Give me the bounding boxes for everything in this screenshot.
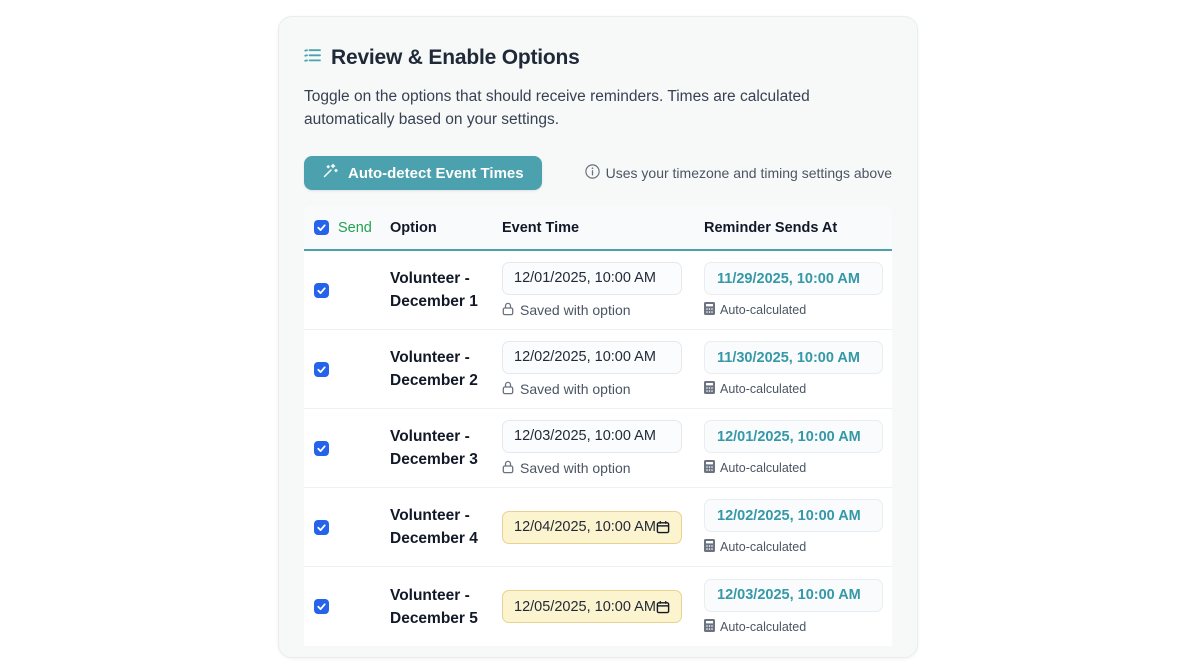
event-time-value: 12/04/2025, 10:00 AM [514,519,656,535]
row-send-checkbox[interactable] [314,599,329,614]
auto-caption-text: Auto-calculated [720,382,807,396]
row-send-cell [304,282,390,298]
reminder-cell: 11/29/2025, 10:00 AM Auto-calculated [704,262,892,318]
auto-caption-text: Auto-calculated [720,540,807,554]
page-title: Review & Enable Options [331,46,580,69]
event-time-cell: 12/02/2025, 10:00 AM Saved with option [502,340,704,398]
review-enable-options-card: Review & Enable Options Toggle on the op… [278,16,918,658]
info-note-text: Uses your timezone and timing settings a… [605,165,892,181]
auto-detect-button-label: Auto-detect Event Times [348,164,524,182]
option-name: Volunteer - December 3 [390,428,478,468]
event-time-value: 12/01/2025, 10:00 AM [514,270,656,286]
row-send-checkbox[interactable] [314,440,329,456]
reminder-time-value: 12/01/2025, 10:00 AM [717,428,861,445]
timezone-info-note: Uses your timezone and timing settings a… [584,164,892,182]
event-time-value: 12/05/2025, 10:00 AM [514,598,656,615]
option-name: Volunteer - December 1 [390,270,478,310]
table-row: Volunteer - December 1 12/01/2025, 10:00… [304,251,892,330]
auto-calculated-caption: Auto-calculated [704,460,892,476]
calculator-icon [704,381,715,397]
list-icon [304,48,321,68]
calculator-icon [704,539,715,555]
option-name: Volunteer - December 4 [390,507,478,547]
event-time-value: 12/02/2025, 10:00 AM [514,349,656,365]
reminder-time-display: 12/01/2025, 10:00 AM [704,420,883,453]
info-icon [584,164,600,182]
saved-caption-text: Saved with option [520,302,631,318]
header-option-label: Option [390,219,437,236]
reminder-options-table: Send Option Event Time Reminder Sends At… [304,206,892,646]
event-time-input[interactable]: 12/04/2025, 10:00 AM [502,510,682,544]
select-all-checkbox[interactable] [314,220,329,235]
table-row: Volunteer - December 3 12/03/2025, 10:00… [304,409,892,488]
event-time-input[interactable]: 12/01/2025, 10:00 AM [502,261,682,295]
event-time-cell: 12/05/2025, 10:00 AM Saved with option [502,590,704,623]
saved-caption-text: Saved with option [520,460,631,476]
event-time-input[interactable]: 12/02/2025, 10:00 AM [502,340,682,374]
option-name: Volunteer - December 5 [390,586,478,627]
saved-with-option-caption: Saved with option [502,381,704,398]
section-header: Review & Enable Options [304,44,892,72]
event-time-cell: 12/03/2025, 10:00 AM Saved with option [502,419,704,477]
saved-with-option-caption: Saved with option [502,302,704,319]
event-time-cell: 12/01/2025, 10:00 AM Saved with option [502,261,704,319]
magic-wand-icon [322,163,338,183]
calculator-icon [704,302,715,318]
reminder-time-display: 11/30/2025, 10:00 AM [704,341,883,374]
reminder-time-display: 12/02/2025, 10:00 AM [704,499,883,532]
table-row: Volunteer - December 5 12/05/2025, 10:00… [304,567,892,646]
reminder-time-value: 12/03/2025, 10:00 AM [717,587,861,603]
auto-caption-text: Auto-calculated [720,619,807,634]
table-row: Volunteer - December 2 12/02/2025, 10:00… [304,330,892,409]
auto-calculated-caption: Auto-calculated [704,539,892,555]
calendar-icon[interactable] [656,600,670,614]
auto-caption-text: Auto-calculated [720,461,807,475]
event-time-value: 12/03/2025, 10:00 AM [514,428,656,444]
auto-calculated-caption: Auto-calculated [704,618,892,635]
calculator-icon [704,460,715,476]
lock-icon [502,302,514,319]
row-send-cell [304,440,390,456]
lock-icon [502,460,514,477]
reminder-time-value: 11/30/2025, 10:00 AM [717,349,860,366]
auto-caption-text: Auto-calculated [720,303,807,317]
row-send-checkbox[interactable] [314,361,329,377]
event-time-cell: 12/04/2025, 10:00 AM Saved with option [502,510,704,544]
reminder-cell: 12/02/2025, 10:00 AM Auto-calculated [704,499,892,555]
auto-calculated-caption: Auto-calculated [704,302,892,318]
calendar-icon[interactable] [656,520,670,534]
action-row: Auto-detect Event Times Uses your timezo… [304,156,892,190]
row-send-checkbox[interactable] [314,282,329,298]
auto-calculated-caption: Auto-calculated [704,381,892,397]
row-send-cell [304,519,390,535]
header-event-time-label: Event Time [502,219,580,236]
header-send-cell: Send [304,220,390,236]
section-description: Toggle on the options that should receiv… [304,88,810,128]
reminder-time-value: 12/02/2025, 10:00 AM [717,507,861,524]
saved-with-option-caption: Saved with option [502,460,704,477]
auto-detect-button[interactable]: Auto-detect Event Times [304,156,542,190]
row-send-checkbox[interactable] [314,519,329,535]
reminder-cell: 12/03/2025, 10:00 AM Auto-calculated [704,578,892,635]
table-header-row: Send Option Event Time Reminder Sends At [304,206,892,251]
reminder-cell: 11/30/2025, 10:00 AM Auto-calculated [704,341,892,397]
event-time-input[interactable]: 12/03/2025, 10:00 AM [502,419,682,453]
event-time-input[interactable]: 12/05/2025, 10:00 AM [502,590,682,623]
row-send-cell [304,361,390,377]
table-row: Volunteer - December 4 12/04/2025, 10:00… [304,488,892,567]
reminder-time-display: 12/03/2025, 10:00 AM [704,578,883,612]
reminder-cell: 12/01/2025, 10:00 AM Auto-calculated [704,420,892,476]
option-name: Volunteer - December 2 [390,349,478,389]
reminder-time-display: 11/29/2025, 10:00 AM [704,262,883,295]
saved-caption-text: Saved with option [520,381,631,397]
header-send-label: Send [338,219,372,236]
lock-icon [502,381,514,398]
reminder-time-value: 11/29/2025, 10:00 AM [717,270,860,287]
calculator-icon [704,618,715,635]
header-reminder-label: Reminder Sends At [704,219,838,236]
row-send-cell [304,599,390,614]
